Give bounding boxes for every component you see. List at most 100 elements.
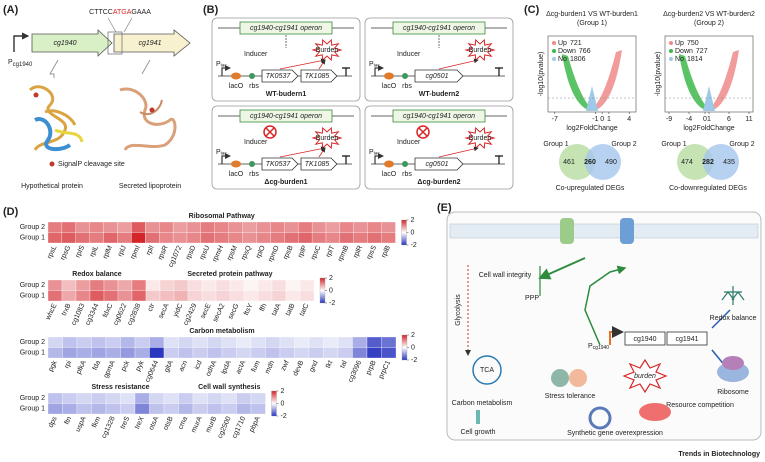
heatmap-cell — [145, 290, 161, 302]
heatmap-cell — [61, 290, 77, 302]
legend-dot — [552, 49, 556, 53]
gene-label: cg1328 — [101, 416, 117, 440]
protein-icon — [639, 403, 671, 421]
gene-label: acn — [178, 360, 189, 373]
heatmap-cell — [299, 279, 315, 291]
gene-label: fda — [92, 360, 103, 372]
x-tick-label: -4 — [686, 116, 692, 123]
heatmap-cell — [214, 232, 229, 244]
gene-label: rplO — [255, 244, 267, 259]
point-cloud — [703, 86, 715, 111]
heatmap-cell — [120, 392, 136, 404]
gene-label: gpmA — [103, 359, 117, 379]
gene-label: rpmD — [267, 245, 281, 263]
protein-structure — [119, 87, 177, 151]
strain-box: cg1940-cg1941 operon Inducer Burden Ptac lac… — [364, 17, 514, 102]
heatmap-cell — [172, 221, 188, 233]
inducer-label: Inducer — [397, 51, 421, 58]
heatmap-cell — [228, 221, 243, 233]
gene-label: rplP — [297, 244, 309, 259]
panel-c: (C) Δcg-burden1 VS WT-burden1 (Group 1) Up… — [524, 4, 755, 192]
heatmap-cell — [103, 232, 118, 244]
heatmap-cell — [279, 336, 295, 348]
venn-count: 474 — [681, 159, 693, 166]
gene-label: rplL — [89, 245, 100, 259]
colorbar — [271, 390, 277, 417]
heatmap-cell — [62, 392, 78, 404]
strain-box: cg1940-cg1941 operon Inducer Burden Ptac lac… — [364, 105, 514, 190]
burden-star — [464, 126, 496, 150]
heatmap-cell — [62, 403, 78, 415]
balance-icon — [721, 286, 745, 305]
operon-label: cg1940-cg1941 operon — [250, 25, 322, 32]
heatmap-cell — [178, 403, 194, 415]
heatmap-cell — [256, 221, 271, 233]
venn-left — [677, 144, 713, 180]
row-label: Group 2 — [20, 224, 45, 231]
rbs-label: rbs — [402, 83, 412, 90]
label: Resource competition — [666, 402, 734, 409]
plot-subtitle: (Group 2) — [694, 20, 724, 27]
panel-e: (E) Cell wall integrity PPP Glycolysis T… — [437, 202, 762, 441]
rbs-icon — [249, 73, 255, 79]
p: P — [8, 59, 13, 66]
heatmap-cell — [207, 336, 223, 348]
heatmap-cell — [117, 221, 132, 233]
heatmap-cell — [163, 347, 179, 359]
heatmap-cell — [367, 232, 382, 244]
operon-box — [239, 109, 333, 123]
rbs-icon — [249, 161, 255, 167]
label: Glycolysis — [455, 294, 462, 326]
laco-icon — [384, 160, 394, 168]
gene-label: rplI — [145, 245, 155, 257]
zoom-lines — [107, 17, 133, 33]
legend-label: SignalP cleavage site — [58, 161, 125, 168]
box — [364, 17, 514, 102]
heatmap-cell — [236, 347, 252, 359]
x-tick-label: 4 — [627, 116, 631, 123]
laco-icon — [384, 72, 394, 80]
heatmap-cell — [134, 347, 150, 359]
heatmap-cell — [270, 221, 285, 233]
heatmap-cell — [186, 221, 202, 233]
burden-star — [464, 38, 496, 62]
venn-caption: Co-upregulated DEGs — [556, 185, 625, 192]
heatmap-cell — [325, 232, 341, 244]
heatmap-cell — [178, 336, 194, 348]
heatmap-cell — [187, 290, 203, 302]
gene-label: rpsM — [226, 245, 239, 262]
promoter-label: Ptac — [216, 149, 227, 156]
heatmap-cell — [76, 336, 92, 348]
panel-label: (C) — [524, 4, 540, 16]
panel-b: (B) cg1940-cg1941 operon Inducer Burden Pta… — [203, 4, 514, 190]
strain-name: Δcg-burden1 — [264, 179, 307, 186]
transporter — [560, 218, 574, 244]
venn-left — [559, 144, 595, 180]
colorbar-label: 0 — [281, 400, 285, 407]
heatmap-cell — [103, 279, 119, 291]
heatmap-cell — [381, 221, 396, 233]
heatmap-cell — [221, 336, 237, 348]
heatmap-cell — [367, 221, 382, 233]
heatmap-cell — [47, 336, 63, 348]
promoter-arrow — [609, 326, 624, 345]
burden-label: Burden — [469, 47, 492, 54]
heatmap-cell — [105, 392, 121, 404]
box — [364, 105, 514, 190]
heatmap-cell — [192, 336, 208, 348]
legend-count: 766 — [579, 48, 591, 55]
heatmap-cell — [163, 392, 179, 404]
legend-name: No — [558, 56, 567, 63]
heatmap-cell — [172, 232, 188, 244]
gene-label: rpsC — [310, 245, 323, 261]
heatmap-cell — [298, 221, 313, 233]
heatmap-cell — [215, 290, 231, 302]
protein-structure — [28, 85, 84, 152]
heatmap-cell — [76, 347, 92, 359]
heatmap-cell — [353, 221, 368, 233]
point-cloud — [712, 50, 739, 110]
gene-label: secA2 — [212, 303, 227, 324]
p: P — [369, 61, 374, 68]
seq: GAAA — [131, 9, 151, 16]
x-tick-label: -7 — [552, 116, 558, 123]
